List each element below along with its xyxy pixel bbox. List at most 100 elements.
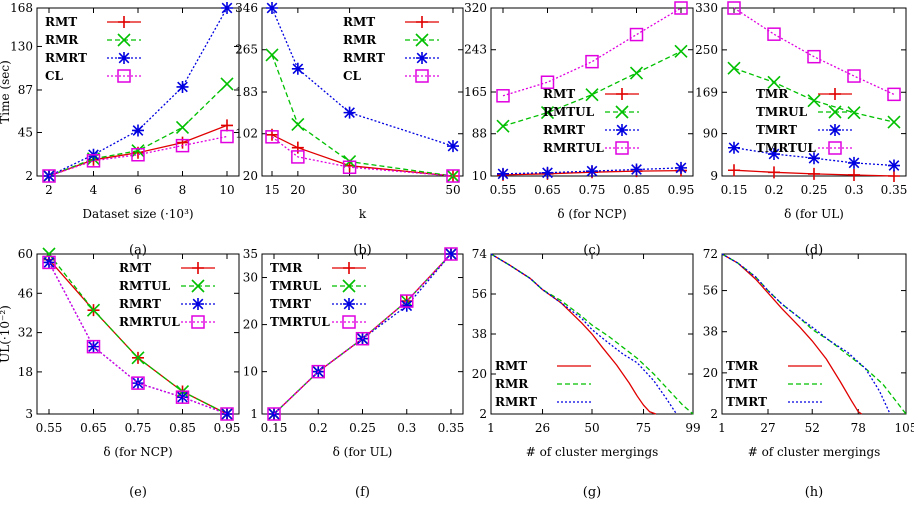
- data-point: [808, 152, 820, 165]
- data-point: [728, 164, 740, 177]
- data-point: [630, 163, 643, 176]
- legend-marker: [117, 69, 131, 83]
- legend-marker: [191, 279, 205, 293]
- y-tick-label: 38: [703, 325, 718, 339]
- legend-marker: [415, 69, 429, 83]
- y-tick-label: 45: [18, 125, 33, 139]
- x-tick-label: 52: [805, 421, 820, 435]
- series-line: [271, 134, 454, 177]
- y-axis-label: UL(·10⁻²): [0, 305, 12, 363]
- series-line: [48, 7, 228, 177]
- y-tick-label: 46: [18, 286, 33, 300]
- data-point: [86, 339, 101, 354]
- x-tick-label: 0.2: [309, 421, 328, 435]
- y-tick-label: 60: [18, 247, 33, 261]
- y-tick-label: 346: [235, 1, 258, 15]
- legend-label: CL: [45, 69, 64, 83]
- x-tick-label: 0.3: [397, 421, 416, 435]
- x-tick-label: 1: [487, 421, 495, 435]
- data-point: [175, 138, 190, 153]
- data-point: [847, 106, 861, 120]
- legend-marker: [416, 16, 428, 28]
- x-axis-label: δ (for UL): [784, 207, 844, 221]
- y-tick-label: 183: [235, 85, 258, 99]
- y-tick-label: 320: [464, 1, 487, 15]
- x-tick-label: 27: [760, 421, 775, 435]
- data-point: [400, 294, 414, 308]
- legend-label: RMT: [45, 15, 77, 29]
- legend-label: RMRTUL: [543, 141, 604, 155]
- legend-marker: [616, 88, 628, 100]
- legend-marker: [192, 262, 204, 274]
- x-tick-label: 0.25: [349, 421, 376, 435]
- legend-marker: [192, 298, 204, 310]
- data-point: [767, 27, 781, 41]
- series-line: [48, 253, 228, 415]
- data-point: [727, 61, 741, 75]
- x-tick-label: 4: [90, 183, 98, 197]
- legend-marker: [118, 52, 130, 64]
- y-tick-label: 169: [695, 85, 718, 99]
- panel-caption: (h): [805, 485, 824, 500]
- y-tick-label: 35: [243, 247, 258, 261]
- legend-label: RMRT: [343, 51, 385, 65]
- legend-label: TMR: [726, 359, 759, 373]
- data-point: [629, 66, 644, 80]
- y-tick-label: 20: [243, 318, 258, 332]
- legend-label: RMR: [495, 377, 529, 391]
- legend-marker: [416, 52, 428, 64]
- legend-marker: [829, 124, 841, 136]
- data-point: [132, 124, 144, 137]
- y-tick-label: 18: [18, 365, 33, 379]
- legend-label: TMRTUL: [270, 315, 330, 329]
- x-tick-label: 0.75: [579, 183, 606, 197]
- legend-label: RMT: [543, 87, 575, 101]
- y-tick-label: 88: [472, 127, 487, 141]
- data-point: [768, 148, 780, 161]
- x-tick-label: 75: [636, 421, 651, 435]
- legend-label: RMT: [119, 261, 151, 275]
- data-point: [265, 130, 279, 144]
- data-point: [267, 407, 281, 421]
- plot-frame: [721, 253, 907, 415]
- legend-marker: [342, 315, 356, 329]
- legend-marker: [117, 33, 131, 47]
- data-point: [221, 408, 233, 420]
- legend-label: RMRTUL: [119, 315, 180, 329]
- legend-marker: [616, 124, 628, 136]
- x-tick-label: 0.2: [764, 183, 783, 197]
- y-tick-label: 3: [25, 407, 33, 421]
- data-point: [86, 303, 101, 317]
- data-point: [848, 168, 860, 181]
- y-tick-label: 32: [18, 326, 33, 340]
- data-point: [887, 115, 901, 129]
- data-point: [265, 48, 279, 62]
- legend-marker: [829, 88, 841, 100]
- data-point: [585, 54, 599, 69]
- data-point: [768, 166, 780, 179]
- legend-label: RMT: [495, 359, 527, 373]
- x-axis-label: k: [359, 207, 367, 221]
- legend-marker: [342, 279, 356, 293]
- legend-label: RMT: [343, 15, 375, 29]
- data-point: [131, 147, 145, 162]
- data-point: [767, 75, 781, 89]
- legend-marker: [343, 262, 355, 274]
- legend-marker: [615, 105, 629, 119]
- data-point: [131, 144, 145, 158]
- x-tick-label: 0.95: [668, 183, 695, 197]
- y-tick-label: 56: [472, 287, 487, 301]
- data-point: [586, 165, 598, 178]
- data-point: [176, 391, 189, 404]
- x-tick-label: 50: [445, 183, 460, 197]
- data-point: [807, 49, 821, 64]
- data-point: [87, 340, 100, 353]
- series-line: [502, 7, 682, 97]
- data-point: [675, 161, 687, 174]
- data-point: [342, 160, 357, 174]
- x-tick-label: 1: [718, 421, 726, 435]
- y-axis-label: Time (sec): [0, 60, 12, 123]
- legend-label: TMRT: [726, 395, 767, 409]
- legend-marker: [415, 33, 429, 47]
- data-point: [496, 119, 510, 133]
